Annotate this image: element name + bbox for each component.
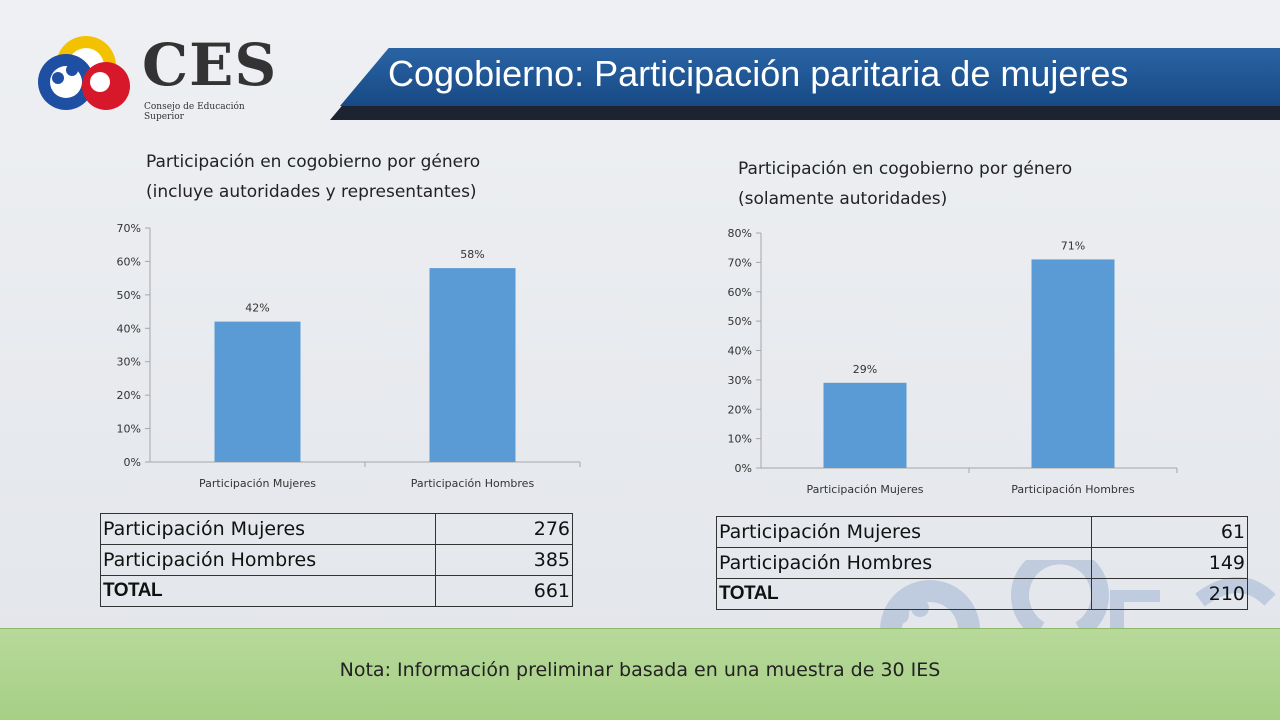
x-tick-label: Participación Hombres bbox=[411, 477, 535, 490]
chart-1-title-line-2: (incluye autoridades y representantes) bbox=[146, 182, 477, 202]
table-cell-value: 61 bbox=[1091, 516, 1248, 548]
x-tick-label: Participación Hombres bbox=[1011, 483, 1135, 496]
bar-mujeres bbox=[214, 321, 301, 462]
y-tick-label: 0% bbox=[735, 462, 752, 475]
note-bar: Nota: Información preliminar basada en u… bbox=[0, 628, 1280, 720]
logo-subtitle: Consejo de Educación Superior bbox=[144, 102, 245, 122]
ces-emblem-icon bbox=[38, 36, 130, 110]
table-cell-value: 149 bbox=[1091, 547, 1248, 579]
logo-text: CES bbox=[142, 31, 278, 99]
table-row: Participación Hombres 149 bbox=[716, 547, 1248, 579]
x-tick-label: Participación Mujeres bbox=[199, 477, 316, 490]
y-tick-label: 20% bbox=[117, 389, 141, 402]
y-tick-label: 40% bbox=[117, 322, 141, 335]
y-tick-label: 30% bbox=[728, 374, 752, 387]
note-text: Nota: Información preliminar basada en u… bbox=[339, 659, 941, 681]
table-cell-label: Participación Mujeres bbox=[100, 513, 436, 545]
chart-2-title-line-1: Participación en cogobierno por género bbox=[738, 159, 1073, 179]
data-table-2: Participación Mujeres 61 Participación H… bbox=[716, 516, 1248, 610]
table-cell-label: TOTAL bbox=[716, 578, 1092, 610]
y-tick-label: 40% bbox=[728, 345, 752, 358]
y-tick-label: 70% bbox=[728, 256, 752, 269]
data-label: 42% bbox=[245, 302, 269, 315]
y-tick-label: 10% bbox=[728, 433, 752, 446]
table-row-total: TOTAL 661 bbox=[100, 575, 573, 607]
table-cell-value: 661 bbox=[435, 575, 573, 607]
chart-2-title-line-2: (solamente autoridades) bbox=[738, 189, 948, 209]
y-tick-label: 60% bbox=[728, 286, 752, 299]
chart-2-bar-chart: 0% 10% 20% 30% 40% 50% 60% 70% 80% 29% Participaci… bbox=[728, 227, 1178, 496]
data-label: 29% bbox=[853, 363, 877, 376]
table-cell-value: 276 bbox=[435, 513, 573, 545]
table-row: Participación Hombres 385 bbox=[100, 544, 573, 576]
table-cell-label: Participación Mujeres bbox=[716, 516, 1092, 548]
y-tick-label: 50% bbox=[117, 289, 141, 302]
x-tick-label: Participación Mujeres bbox=[807, 483, 924, 496]
bar-mujeres bbox=[823, 382, 907, 468]
data-table-1: Participación Mujeres 276 Participación … bbox=[100, 513, 573, 607]
chart-1-title: Participación en cogobierno por género (… bbox=[146, 147, 480, 207]
y-tick-label: 10% bbox=[117, 423, 141, 436]
table-row: Participación Mujeres 276 bbox=[100, 513, 573, 545]
ces-logo: CES Consejo de Educación Superior bbox=[36, 26, 286, 126]
table-cell-label: Participación Hombres bbox=[716, 547, 1092, 579]
chart-2-title: Participación en cogobierno por género (… bbox=[738, 154, 1072, 214]
y-tick-label: 60% bbox=[117, 255, 141, 268]
y-tick-label: 20% bbox=[728, 403, 752, 416]
table-cell-value: 210 bbox=[1091, 578, 1248, 610]
table-cell-label: TOTAL bbox=[100, 575, 436, 607]
table-row: Participación Mujeres 61 bbox=[716, 516, 1248, 548]
page-title: Cogobierno: Participación paritaria de m… bbox=[388, 53, 1129, 94]
y-tick-label: 80% bbox=[728, 227, 752, 240]
y-tick-label: 50% bbox=[728, 315, 752, 328]
bar-hombres bbox=[1031, 259, 1115, 468]
data-label: 71% bbox=[1061, 239, 1085, 252]
y-tick-label: 30% bbox=[117, 356, 141, 369]
chart-1-title-line-1: Participación en cogobierno por género bbox=[146, 152, 481, 172]
chart-1-bar-chart: 0% 10% 20% 30% 40% 50% 60% 70% 42% Participación … bbox=[117, 222, 581, 490]
table-row-total: TOTAL 210 bbox=[716, 578, 1248, 610]
y-tick-label: 70% bbox=[117, 222, 141, 235]
bar-hombres bbox=[429, 268, 516, 462]
y-tick-label: 0% bbox=[124, 456, 141, 469]
table-cell-value: 385 bbox=[435, 544, 573, 576]
data-label: 58% bbox=[460, 248, 484, 261]
table-cell-label: Participación Hombres bbox=[100, 544, 436, 576]
